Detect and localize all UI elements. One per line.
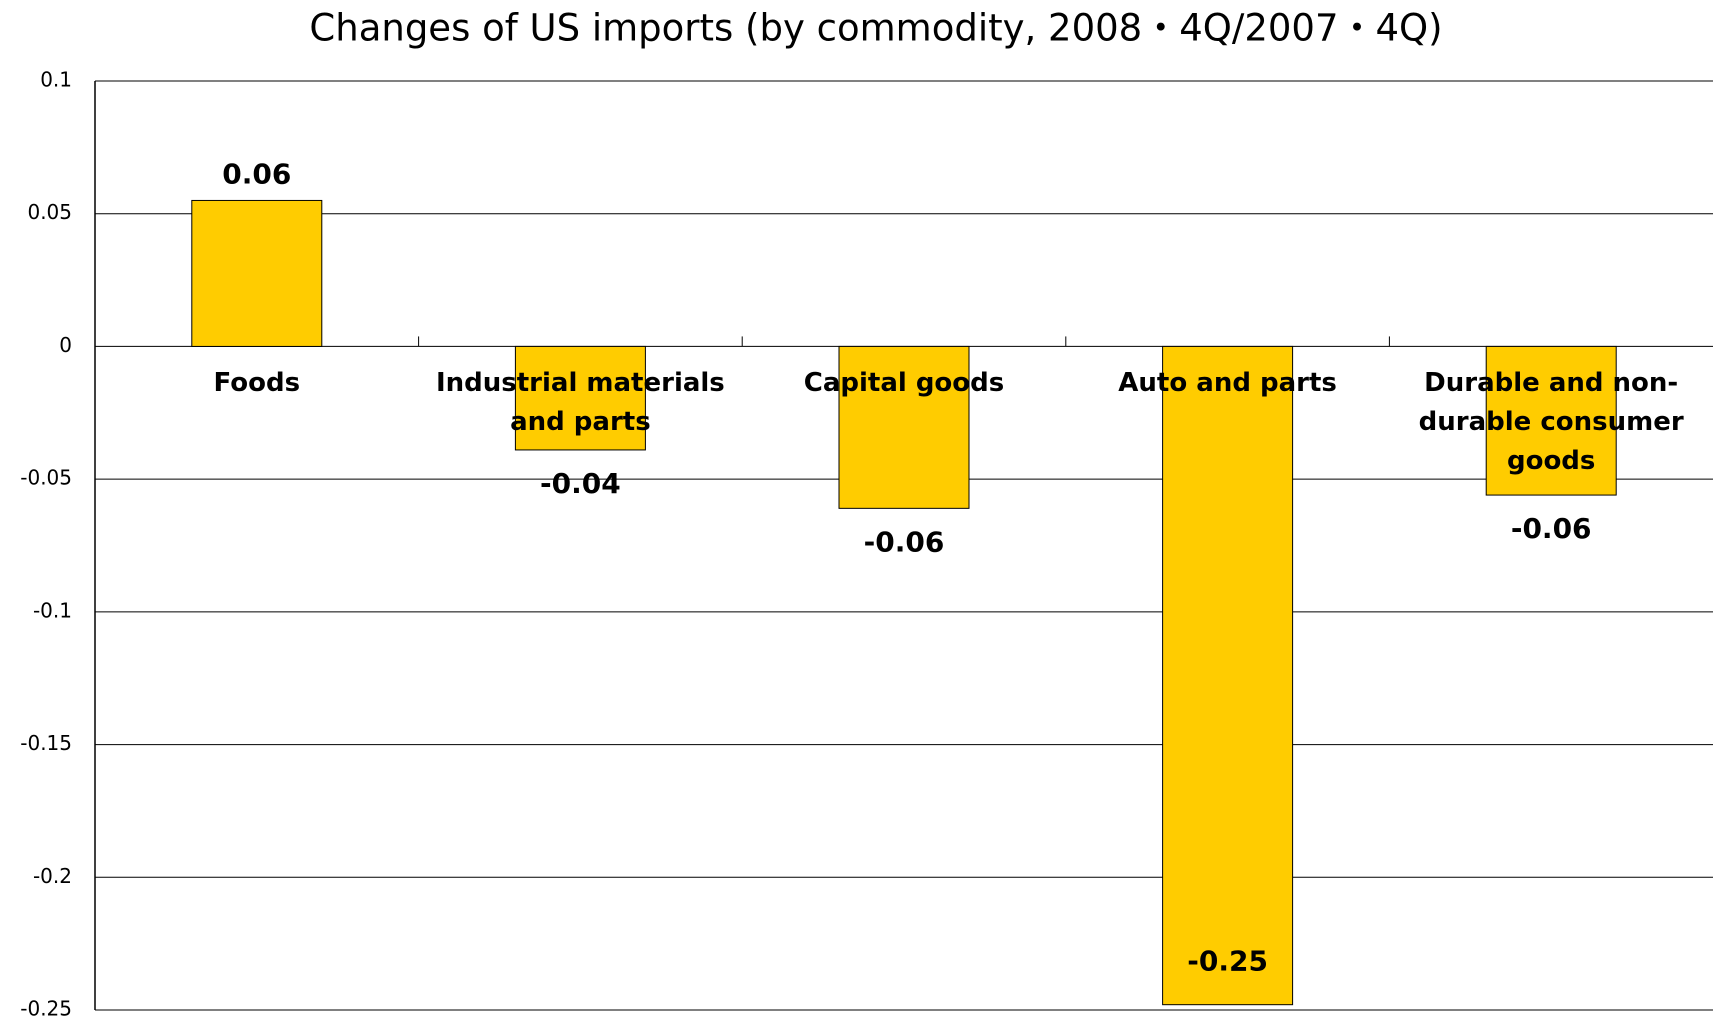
x-tick-label-box: Durable and non-durable consumer goods — [1418, 368, 1684, 477]
y-tick-label: 0.1 — [40, 68, 72, 92]
data-label: -0.06 — [864, 525, 945, 558]
x-tick-label: Auto and parts — [1118, 368, 1337, 399]
x-tick-label-box: Capital goods — [803, 368, 1005, 399]
bar — [1162, 345, 1294, 1006]
y-tick-label: -0.25 — [20, 997, 72, 1021]
x-tick-label: Durable and non-durable consumer goods — [1418, 368, 1684, 477]
data-label: -0.06 — [1511, 512, 1592, 545]
y-tick-label: -0.2 — [33, 864, 72, 888]
data-label: -0.25 — [1187, 945, 1268, 978]
bar — [514, 345, 646, 451]
x-tick-label-box: Auto and parts — [1118, 368, 1337, 399]
x-tick-label: Capital goods — [803, 368, 1005, 399]
bar — [191, 199, 323, 347]
y-tick-label: -0.15 — [20, 731, 72, 755]
chart-title: Changes of US imports (by commodity, 200… — [309, 7, 1442, 50]
bar — [838, 345, 970, 509]
x-tick-label-box: Foods — [213, 368, 301, 399]
y-tick-label: -0.05 — [20, 466, 72, 490]
x-tick-label: Industrial materials and parts — [435, 368, 725, 438]
y-tick-label: 0.05 — [27, 200, 72, 224]
y-tick-label: -0.1 — [33, 598, 72, 622]
bar — [1485, 345, 1617, 496]
data-label: 0.06 — [222, 157, 291, 190]
data-label: -0.04 — [540, 467, 621, 500]
y-tick-label: 0 — [59, 333, 72, 357]
x-tick-label: Foods — [213, 368, 301, 399]
x-tick-label-box: Industrial materials and parts — [435, 368, 725, 438]
